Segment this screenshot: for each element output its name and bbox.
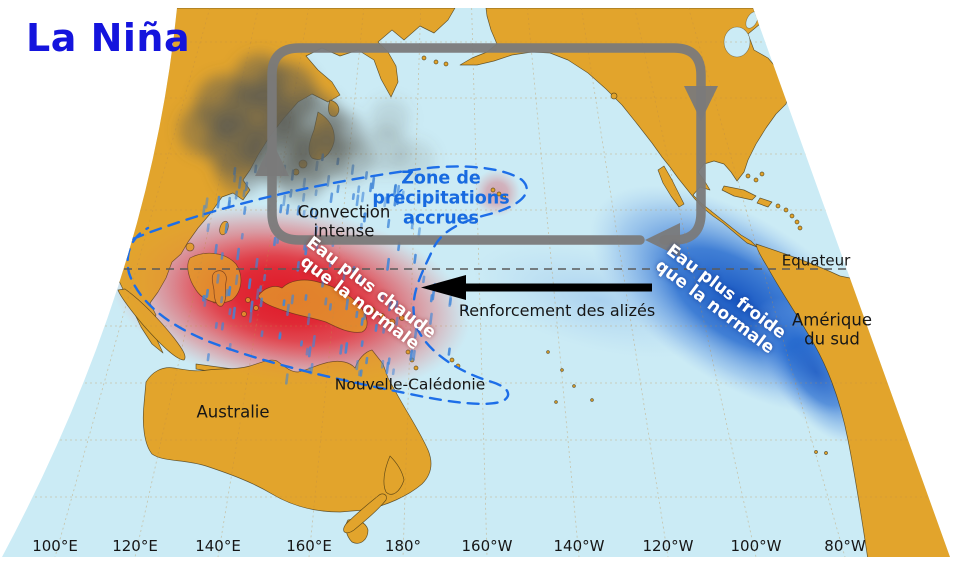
label-south-america: Amérique du sud — [792, 310, 872, 348]
land-baja — [657, 165, 685, 208]
longitude-tick-label: 160°W — [461, 537, 513, 555]
longitude-tick-label: 80°W — [824, 537, 866, 555]
surface-flow-arrowhead — [645, 223, 680, 257]
label-equator: Equateur — [781, 251, 851, 270]
warm-anomaly-overlay — [116, 210, 464, 388]
longitude-tick-label: 160°E — [286, 537, 332, 555]
bays — [723, 11, 759, 58]
sinking-air-arrowhead — [684, 86, 718, 121]
label-precipitation-zone: Zone de précipitations accrues — [372, 168, 510, 228]
label-convection: Convection intense — [297, 202, 391, 240]
rising-air-arrowhead — [255, 141, 289, 176]
label-australia: Australie — [196, 402, 270, 422]
land-nz-north — [383, 455, 405, 495]
longitude-tick-label: 120°E — [112, 537, 158, 555]
rain-dashes-icon — [201, 153, 469, 385]
precipitation-zone-outline-icon — [96, 165, 528, 406]
land-nz-south — [343, 493, 387, 534]
land-north-america — [459, 8, 791, 248]
label-trade-winds: Renforcement des alizés — [458, 300, 656, 320]
diagram-title: La Niña — [26, 16, 191, 60]
longitude-tick-label: 120°W — [642, 537, 694, 555]
longitude-tick-label: 140°E — [195, 537, 241, 555]
trade-wind-arrow-icon — [421, 275, 652, 300]
longitude-tick-label: 100°W — [730, 537, 782, 555]
graticule — [2, 8, 950, 557]
label-new-caledonia: Nouvelle-Calédonie — [334, 375, 486, 394]
walker-circulation-loop-icon — [255, 43, 718, 257]
longitude-tick-label: 180° — [384, 537, 422, 555]
longitude-tick-label: 100°E — [32, 537, 78, 555]
longitude-tick-label: 140°W — [553, 537, 605, 555]
land-hispaniola — [756, 197, 773, 208]
land-cuba — [721, 185, 757, 201]
